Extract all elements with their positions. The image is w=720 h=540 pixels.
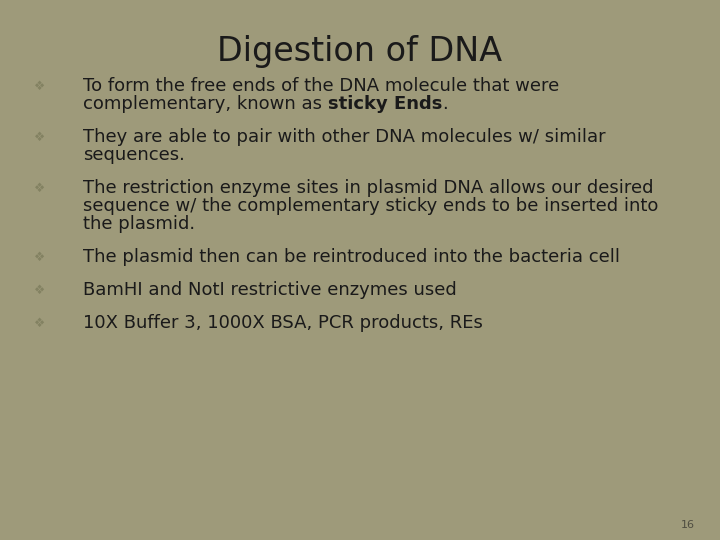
Text: sequence w/ the complementary sticky ends to be inserted into: sequence w/ the complementary sticky end… [83,198,658,215]
Text: ❖: ❖ [34,284,45,297]
Text: The plasmid then can be reintroduced into the bacteria cell: The plasmid then can be reintroduced int… [83,248,620,266]
Text: Digestion of DNA: Digestion of DNA [217,35,503,68]
Text: ❖: ❖ [34,80,45,93]
Text: .: . [442,96,448,113]
Text: To form the free ends of the DNA molecule that were: To form the free ends of the DNA molecul… [83,77,559,96]
Text: ❖: ❖ [34,251,45,264]
Text: ❖: ❖ [34,131,45,144]
Text: the plasmid.: the plasmid. [83,215,195,233]
Text: 10X Buffer 3, 1000X BSA, PCR products, REs: 10X Buffer 3, 1000X BSA, PCR products, R… [83,314,482,333]
Text: BamHI and NotI restrictive enzymes used: BamHI and NotI restrictive enzymes used [83,281,456,299]
Text: ❖: ❖ [34,182,45,195]
Text: sequences.: sequences. [83,146,184,164]
Text: The restriction enzyme sites in plasmid DNA allows our desired: The restriction enzyme sites in plasmid … [83,179,653,198]
Text: sticky Ends: sticky Ends [328,96,442,113]
Text: 16: 16 [681,520,695,530]
Text: complementary, known as: complementary, known as [83,96,328,113]
Text: ❖: ❖ [34,317,45,330]
Text: They are able to pair with other DNA molecules w/ similar: They are able to pair with other DNA mol… [83,129,606,146]
